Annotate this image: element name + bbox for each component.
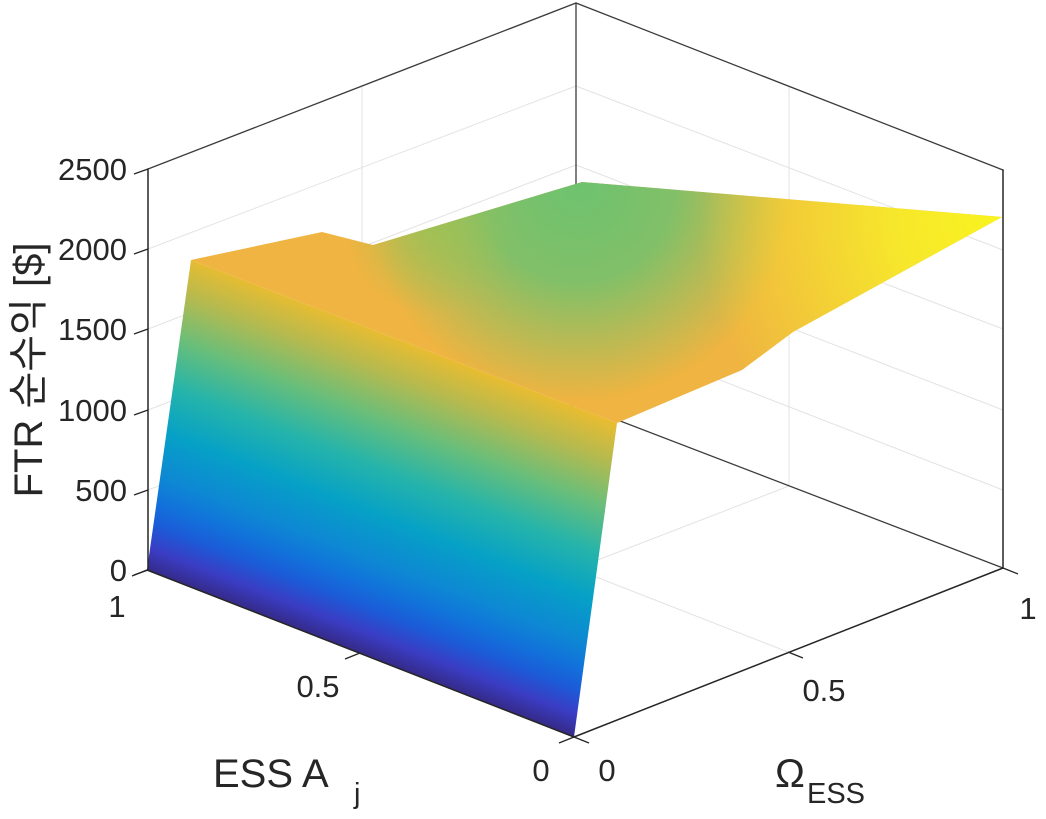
x-tick-label-05: 0.5 xyxy=(296,669,339,704)
z-axis-title: FTR 순수익 [$] xyxy=(7,243,51,498)
axis-titles: ESS A j Ω ESS FTR 순수익 [$] xyxy=(7,243,865,810)
x-axis-line xyxy=(146,569,575,738)
y-tick-label-05: 0.5 xyxy=(802,673,845,708)
surface-plateau-yellow-shade xyxy=(600,182,1002,423)
z-tick-label-500: 500 xyxy=(75,473,127,508)
y-tick-labels: 0 0.5 1 xyxy=(598,591,1036,788)
x-tick-label-0: 0 xyxy=(532,753,549,788)
z-tick-label-1500: 1500 xyxy=(58,312,127,347)
z-tick-label-1000: 1000 xyxy=(58,393,127,428)
x-axis-title: ESS A xyxy=(213,752,329,796)
x-axis-title-subscript: j xyxy=(353,778,360,810)
surface-mesh xyxy=(147,182,1002,737)
z-tick-label-0: 0 xyxy=(110,553,127,588)
y-axis-title: Ω xyxy=(775,752,805,796)
x-tick-label-1: 1 xyxy=(108,589,125,624)
surface-wall xyxy=(147,260,617,737)
z-tick-labels: 0 500 1000 1500 2000 2500 xyxy=(58,152,127,588)
z-tick-label-2500: 2500 xyxy=(58,152,127,187)
z-tick-label-2000: 2000 xyxy=(58,232,127,267)
y-tick-label-1: 1 xyxy=(1019,591,1036,626)
axes xyxy=(146,168,1004,738)
y-axis-title-subscript: ESS xyxy=(807,778,865,810)
tick-marks xyxy=(131,168,1019,744)
x-tick-labels: 1 0.5 0 xyxy=(108,589,549,788)
y-tick-label-0: 0 xyxy=(598,753,615,788)
